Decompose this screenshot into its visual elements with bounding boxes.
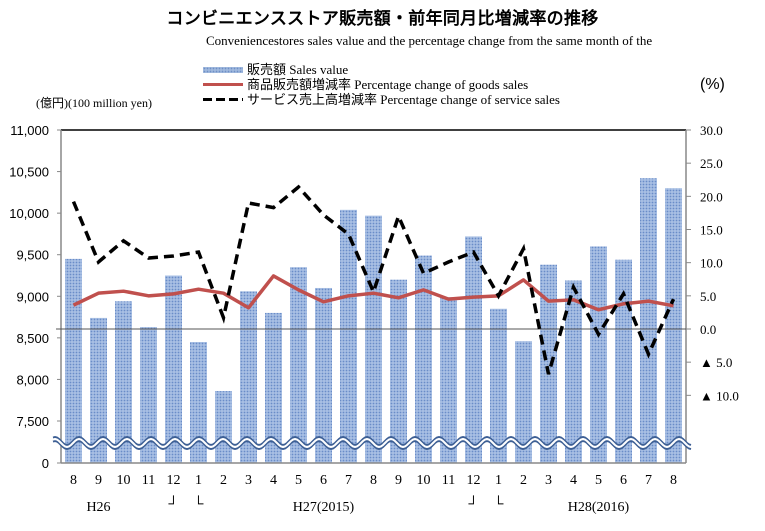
bar-sales-14 <box>415 255 432 463</box>
left-tick-label: 0 <box>42 456 49 471</box>
x-tick-label: 4 <box>570 473 577 488</box>
right-tick-label: 25.0 <box>700 156 723 171</box>
right-tick-label: 30.0 <box>700 123 723 138</box>
chart-subtitle: Conveniencestores sales value and the pe… <box>206 33 653 48</box>
left-tick-label: 8,500 <box>16 331 49 346</box>
legend-swatch-sales <box>203 66 243 73</box>
bar-sales-7 <box>240 291 257 463</box>
x-tick-label: 8 <box>670 473 677 488</box>
right-tick-label: ▲ 10.0 <box>700 388 739 403</box>
legend-label-service: サービス売上高増減率 Percentage change of service … <box>247 92 560 107</box>
bar-sales-3 <box>140 327 157 463</box>
left-tick-label: 7,500 <box>16 414 49 429</box>
x-tick-label: 1 <box>495 473 502 488</box>
year-break-right-mark: └ <box>194 495 204 512</box>
x-tick-label: 9 <box>95 473 102 488</box>
x-tick-label: 7 <box>645 473 652 488</box>
x-tick-label: 10 <box>417 473 431 488</box>
bar-sales-16 <box>465 236 482 463</box>
legend-item-service: サービス売上高増減率 Percentage change of service … <box>203 92 560 107</box>
x-tick-label: 5 <box>295 473 302 488</box>
bar-sales-2 <box>115 301 132 463</box>
x-tick-label: 2 <box>520 473 527 488</box>
x-tick-label: 9 <box>395 473 402 488</box>
x-tick-label: 11 <box>142 473 155 488</box>
left-tick-label: 8,000 <box>16 372 49 387</box>
x-tick-label: 4 <box>270 473 277 488</box>
right-tick-label: 5.0 <box>700 289 716 304</box>
bar-sales-6 <box>215 391 232 463</box>
x-tick-label: 6 <box>620 473 627 488</box>
axis-break-wave-upper <box>52 435 692 447</box>
right-tick-label: 20.0 <box>700 189 723 204</box>
left-tick-label: 10,500 <box>9 165 49 180</box>
bar-sales-21 <box>590 246 607 463</box>
bar-sales-15 <box>440 297 457 463</box>
bar-sales-5 <box>190 342 207 463</box>
bar-sales-4 <box>165 275 182 463</box>
bar-sales-18 <box>515 341 532 463</box>
legend: 販売額 Sales value 商品販売額増減率 Percentage chan… <box>203 62 560 107</box>
legend-swatch-goods <box>203 83 243 86</box>
right-tick-label: 15.0 <box>700 223 723 238</box>
bar-sales-10 <box>315 287 332 463</box>
left-tick-label: 11,000 <box>10 123 49 138</box>
bar-sales-24 <box>665 188 682 463</box>
legend-item-sales: 販売額 Sales value <box>203 62 560 77</box>
right-tick-label: ▲ 5.0 <box>700 355 732 370</box>
bar-sales-12 <box>365 215 382 463</box>
left-tick-label: 10,000 <box>9 206 49 221</box>
x-tick-label: 8 <box>70 473 77 488</box>
chart-title: コンビニエンスストア販売額・前年同月比増減率の推移 <box>166 9 599 29</box>
x-tick-label: 12 <box>167 473 181 488</box>
x-tick-label: 6 <box>320 473 327 488</box>
left-axis-unit: (億円)(100 million yen) <box>36 96 152 110</box>
bar-sales-8 <box>265 312 282 463</box>
bar-sales-0 <box>65 258 82 463</box>
bar-sales-22 <box>615 259 632 463</box>
x-tick-label: 8 <box>370 473 377 488</box>
year-break-left-mark: ┘ <box>168 495 179 512</box>
x-tick-label: 3 <box>245 473 252 488</box>
bar-sales-9 <box>290 267 307 463</box>
legend-label-sales: 販売額 Sales value <box>247 62 349 77</box>
x-tick-label: 2 <box>220 473 227 488</box>
year-break-left-mark: ┘ <box>468 495 479 512</box>
left-tick-label: 9,000 <box>16 289 49 304</box>
bar-sales-13 <box>390 279 407 463</box>
bar-sales-11 <box>340 209 357 463</box>
bar-sales-20 <box>565 280 582 463</box>
x-tick-label: 3 <box>545 473 552 488</box>
x-group-label: H28(2016) <box>568 500 630 515</box>
right-tick-label: 0.0 <box>700 322 716 337</box>
bar-sales-1 <box>90 317 107 463</box>
bar-sales-17 <box>490 308 507 463</box>
axis-break-wave-lower <box>52 439 692 451</box>
x-tick-label: 10 <box>117 473 131 488</box>
x-group-label: H26 <box>86 500 110 515</box>
year-break-right-mark: └ <box>494 495 504 512</box>
bar-sales-19 <box>540 264 557 463</box>
legend-item-goods: 商品販売額増減率 Percentage change of goods sale… <box>203 77 560 92</box>
x-tick-label: 7 <box>345 473 352 488</box>
legend-label-goods: 商品販売額増減率 Percentage change of goods sale… <box>247 77 529 92</box>
legend-swatch-service <box>203 98 243 101</box>
x-group-label: H27(2015) <box>293 500 355 515</box>
axis-break-wave-gap <box>52 437 692 449</box>
bar-sales-23 <box>640 178 657 464</box>
x-tick-label: 12 <box>467 473 481 488</box>
left-tick-label: 9,500 <box>16 248 49 263</box>
right-axis-unit: (%) <box>700 76 725 93</box>
x-tick-label: 1 <box>195 473 202 488</box>
x-tick-label: 11 <box>442 473 455 488</box>
x-tick-label: 5 <box>595 473 602 488</box>
right-tick-label: 10.0 <box>700 256 723 271</box>
